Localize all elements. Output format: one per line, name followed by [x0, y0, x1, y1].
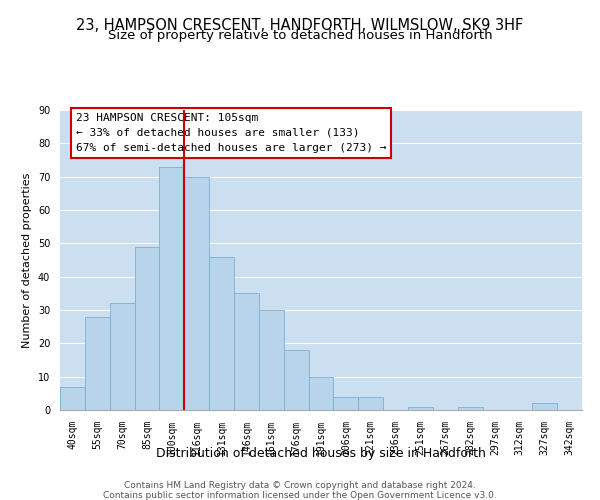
Text: Contains public sector information licensed under the Open Government Licence v3: Contains public sector information licen…: [103, 491, 497, 500]
Bar: [209, 256, 234, 410]
Bar: [134, 246, 160, 410]
Text: 23, HAMPSON CRESCENT, HANDFORTH, WILMSLOW, SK9 3HF: 23, HAMPSON CRESCENT, HANDFORTH, WILMSLO…: [76, 18, 524, 32]
Bar: [85, 316, 110, 410]
Bar: [308, 376, 334, 410]
Bar: [334, 396, 358, 410]
Text: Contains HM Land Registry data © Crown copyright and database right 2024.: Contains HM Land Registry data © Crown c…: [124, 481, 476, 490]
Bar: [110, 304, 134, 410]
Bar: [358, 396, 383, 410]
Bar: [60, 386, 85, 410]
Text: Size of property relative to detached houses in Handforth: Size of property relative to detached ho…: [107, 29, 493, 42]
Bar: [458, 406, 482, 410]
Bar: [532, 404, 557, 410]
Bar: [259, 310, 284, 410]
Y-axis label: Number of detached properties: Number of detached properties: [22, 172, 32, 348]
Bar: [234, 294, 259, 410]
Bar: [408, 406, 433, 410]
Bar: [284, 350, 308, 410]
Text: Distribution of detached houses by size in Handforth: Distribution of detached houses by size …: [156, 448, 486, 460]
Bar: [184, 176, 209, 410]
Bar: [160, 166, 184, 410]
Text: 23 HAMPSON CRESCENT: 105sqm
← 33% of detached houses are smaller (133)
67% of se: 23 HAMPSON CRESCENT: 105sqm ← 33% of det…: [76, 113, 386, 152]
